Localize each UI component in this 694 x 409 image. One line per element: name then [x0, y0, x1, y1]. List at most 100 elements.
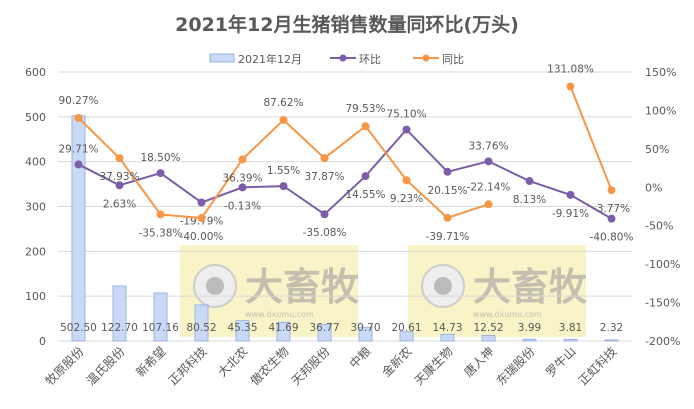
line-data-label: 9.23% — [390, 193, 423, 205]
line-point — [279, 182, 288, 191]
bar — [399, 331, 414, 342]
line-point — [607, 186, 616, 195]
right-axis-tick: 50% — [645, 143, 669, 156]
watermark-logo-icon — [434, 277, 452, 295]
bar — [317, 324, 332, 342]
bar — [440, 333, 455, 342]
category-label: 傲农生物 — [247, 344, 292, 389]
line-data-label: -0.13% — [224, 200, 261, 212]
line-point — [115, 181, 124, 190]
category-label: 罗牛山 — [543, 344, 579, 380]
left-axis-tick: 200 — [25, 245, 46, 258]
line-point — [156, 169, 165, 178]
line-point — [238, 183, 247, 192]
line-point — [197, 198, 206, 207]
line-point — [361, 122, 370, 131]
line-data-label: -9.91% — [552, 208, 589, 220]
category-label: 天康生物 — [411, 344, 456, 389]
line-point — [197, 214, 206, 223]
bar-data-label: 12.52 — [473, 322, 503, 334]
line-point — [279, 115, 288, 124]
category-label: 天邦股份 — [289, 344, 333, 388]
line-data-label: 29.71% — [58, 143, 98, 155]
bar-data-label: 2.32 — [600, 322, 623, 334]
bar — [276, 321, 291, 342]
line-data-label: 8.13% — [513, 194, 546, 206]
line-data-label: 14.55% — [345, 189, 385, 201]
bar-data-label: 122.70 — [101, 322, 138, 334]
watermark-url: www.dxumu.com — [245, 310, 314, 319]
line-point — [115, 154, 124, 163]
line-data-label: 20.15% — [427, 185, 467, 197]
right-axis-tick: -100% — [645, 258, 680, 271]
category-label: 正邦科技 — [166, 344, 210, 388]
line-data-label: 75.10% — [386, 109, 426, 121]
line-point — [320, 154, 329, 163]
legend-bar-swatch — [209, 53, 235, 63]
bar-data-label: 36.77 — [309, 322, 339, 334]
legend-label: 同比 — [442, 53, 464, 66]
left-axis-tick: 600 — [25, 66, 46, 79]
watermark-url: www.dxumu.com — [473, 310, 542, 319]
category-label: 牧原股份 — [43, 344, 87, 388]
bar-data-label: 45.35 — [227, 322, 257, 334]
line-point — [361, 172, 370, 181]
line-data-label: -35.38% — [139, 227, 183, 239]
line-point — [443, 167, 452, 176]
bar-data-label: 107.16 — [142, 322, 179, 334]
line-data-label: 90.27% — [58, 95, 98, 107]
line-data-label: 1.55% — [267, 165, 300, 177]
line-point — [74, 113, 83, 122]
bar-data-label: 3.81 — [559, 322, 582, 334]
category-label: 中粮 — [346, 344, 374, 372]
bar-data-label: 41.69 — [268, 322, 298, 334]
line-data-label: 2.63% — [103, 198, 136, 210]
bar-data-label: 3.99 — [518, 322, 541, 334]
right-axis-tick: -50% — [645, 220, 673, 233]
left-axis-tick: 100 — [25, 290, 46, 303]
right-axis-tick: -200% — [645, 335, 680, 348]
bar-data-label: 20.61 — [391, 322, 421, 334]
line-data-label: 131.08% — [547, 64, 594, 76]
right-axis-tick: 150% — [645, 66, 676, 79]
category-label: 金新农 — [379, 344, 415, 380]
right-axis-tick: 100% — [645, 104, 676, 117]
left-axis-tick: 300 — [25, 201, 46, 214]
line-point — [607, 214, 616, 223]
category-label: 东瑞股份 — [494, 344, 538, 388]
bar — [112, 285, 127, 342]
bar — [563, 338, 578, 342]
line-data-label: -3.77% — [593, 203, 630, 215]
line-point — [566, 82, 575, 91]
line-data-label: 33.76% — [468, 140, 508, 152]
line-data-label: 79.53% — [345, 103, 385, 115]
line-point — [484, 200, 493, 209]
bar-data-label: 502.50 — [60, 322, 97, 334]
category-label: 唐人神 — [461, 344, 497, 380]
line-data-label: -35.08% — [303, 227, 347, 239]
legend-label: 2021年12月 — [238, 52, 302, 66]
line-point — [484, 157, 493, 166]
bar — [604, 339, 619, 342]
bar-data-label: 80.52 — [186, 322, 216, 334]
line-point — [320, 210, 329, 219]
left-axis-tick: 0 — [39, 335, 46, 348]
line-point — [443, 213, 452, 222]
bar — [194, 304, 209, 342]
legend-label: 环比 — [359, 53, 381, 66]
line-data-label: 37.87% — [304, 171, 344, 183]
right-axis-tick: -150% — [645, 297, 680, 310]
chart-title: 2021年12月生猪销售数量同环比(万头) — [175, 14, 519, 36]
line-data-label: -40.80% — [590, 232, 634, 244]
category-label: 大北农 — [215, 344, 250, 379]
category-label: 温氏股份 — [84, 344, 128, 388]
line-point — [566, 190, 575, 199]
line-data-label: -22.14% — [467, 181, 511, 193]
bar — [235, 320, 250, 342]
line-point — [238, 155, 247, 164]
line-point — [402, 176, 411, 185]
right-axis-tick: 0% — [645, 181, 662, 194]
bar-data-label: 30.70 — [350, 322, 380, 334]
